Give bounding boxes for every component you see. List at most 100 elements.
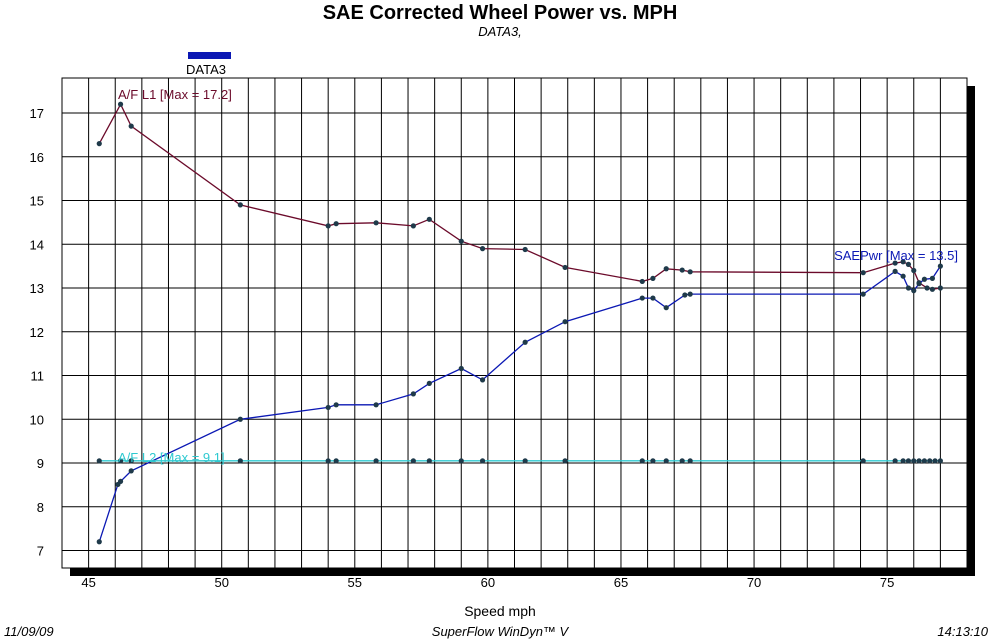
data-point xyxy=(639,278,645,285)
data-point xyxy=(128,468,134,474)
data-point xyxy=(237,416,243,422)
data-point xyxy=(410,391,416,397)
x-axis-label: Speed mph xyxy=(464,603,536,619)
series-annotation: A/F L2 [Max = 9.1] xyxy=(118,450,225,465)
data-point xyxy=(479,246,486,252)
footer-date: 11/09/09 xyxy=(4,624,54,639)
data-point xyxy=(911,458,917,464)
chart-subtitle: DATA3, xyxy=(478,24,522,39)
data-point xyxy=(905,285,912,291)
data-point xyxy=(522,339,528,345)
data-point xyxy=(458,365,464,372)
x-tick-label: 65 xyxy=(614,575,628,590)
data-point xyxy=(96,539,102,545)
data-point xyxy=(892,268,898,274)
data-point xyxy=(128,123,134,129)
data-point xyxy=(373,220,379,226)
data-point xyxy=(128,458,134,464)
data-point xyxy=(325,458,331,464)
series-line xyxy=(98,265,941,543)
data-point xyxy=(562,319,568,325)
y-tick-label: 8 xyxy=(37,500,44,515)
data-point xyxy=(237,202,243,208)
data-point xyxy=(929,286,935,292)
data-point xyxy=(458,458,464,464)
data-point xyxy=(687,291,693,297)
data-point xyxy=(892,260,898,266)
footer-software: SuperFlow WinDyn™ V xyxy=(431,624,569,639)
data-point xyxy=(410,458,416,464)
data-point xyxy=(325,223,331,229)
data-point xyxy=(924,285,930,291)
data-point xyxy=(900,458,906,464)
data-point xyxy=(96,458,102,464)
y-tick-label: 16 xyxy=(30,150,44,165)
data-point xyxy=(458,238,464,244)
data-point xyxy=(860,291,866,297)
data-point xyxy=(687,269,693,275)
tick-labels: 45 50 55 60 65 70 75 7 8 9 10 11 12 13 14 15 16 17 xyxy=(30,106,895,590)
data-point xyxy=(905,261,912,267)
data-point xyxy=(562,458,568,464)
data-point xyxy=(663,458,669,464)
data-point xyxy=(410,223,416,229)
data-point xyxy=(860,458,866,464)
data-point xyxy=(426,380,432,386)
data-point xyxy=(426,216,432,222)
data-point xyxy=(333,402,339,408)
x-tick-label: 45 xyxy=(81,575,95,590)
data-point xyxy=(892,458,898,464)
y-tick-label: 14 xyxy=(30,237,44,252)
data-point xyxy=(916,281,922,287)
data-point xyxy=(650,458,656,464)
x-tick-label: 50 xyxy=(214,575,228,590)
data-point xyxy=(237,458,243,464)
data-point xyxy=(333,458,339,464)
data-point xyxy=(117,458,124,464)
data-point xyxy=(117,101,124,107)
data-point xyxy=(679,267,685,273)
data-point xyxy=(663,266,669,272)
legend-label: DATA3 xyxy=(186,62,226,77)
series-layer xyxy=(96,101,943,545)
data-point xyxy=(373,402,379,408)
data-point xyxy=(325,404,331,411)
grid xyxy=(62,78,967,568)
data-point xyxy=(687,458,693,464)
footer-time: 14:13:10 xyxy=(937,624,988,639)
data-point xyxy=(479,377,486,383)
data-point xyxy=(937,285,943,291)
data-point xyxy=(373,458,379,464)
y-tick-label: 9 xyxy=(37,456,44,471)
data-point xyxy=(679,458,685,464)
data-point xyxy=(860,270,866,276)
data-point xyxy=(639,295,645,301)
data-point xyxy=(522,458,528,464)
y-tick-label: 11 xyxy=(31,369,45,384)
data-point xyxy=(916,458,922,464)
y-tick-label: 15 xyxy=(30,194,44,209)
data-point xyxy=(650,275,656,281)
data-point xyxy=(911,288,917,294)
legend-swatch xyxy=(188,52,231,59)
data-point xyxy=(921,458,928,464)
data-point xyxy=(663,305,669,311)
y-tick-label: 12 xyxy=(30,325,44,340)
data-point xyxy=(905,458,912,464)
data-point xyxy=(911,267,917,274)
series-annotations: A/F L1 [Max = 17.2] SAEPwr [Max = 13.5] A/… xyxy=(118,87,958,465)
data-point xyxy=(522,246,528,253)
data-point xyxy=(650,295,656,301)
y-tick-label: 10 xyxy=(30,412,44,427)
data-point xyxy=(929,275,935,281)
series-annotation: SAEPwr [Max = 13.5] xyxy=(834,248,958,263)
data-point xyxy=(117,478,124,484)
data-point xyxy=(937,458,943,464)
chart-title: SAE Corrected Wheel Power vs. MPH xyxy=(322,2,678,24)
x-tick-label: 55 xyxy=(348,575,362,590)
data-point xyxy=(562,264,568,271)
data-point xyxy=(937,263,943,269)
y-tick-label: 7 xyxy=(37,544,44,559)
x-tick-label: 70 xyxy=(747,575,761,590)
